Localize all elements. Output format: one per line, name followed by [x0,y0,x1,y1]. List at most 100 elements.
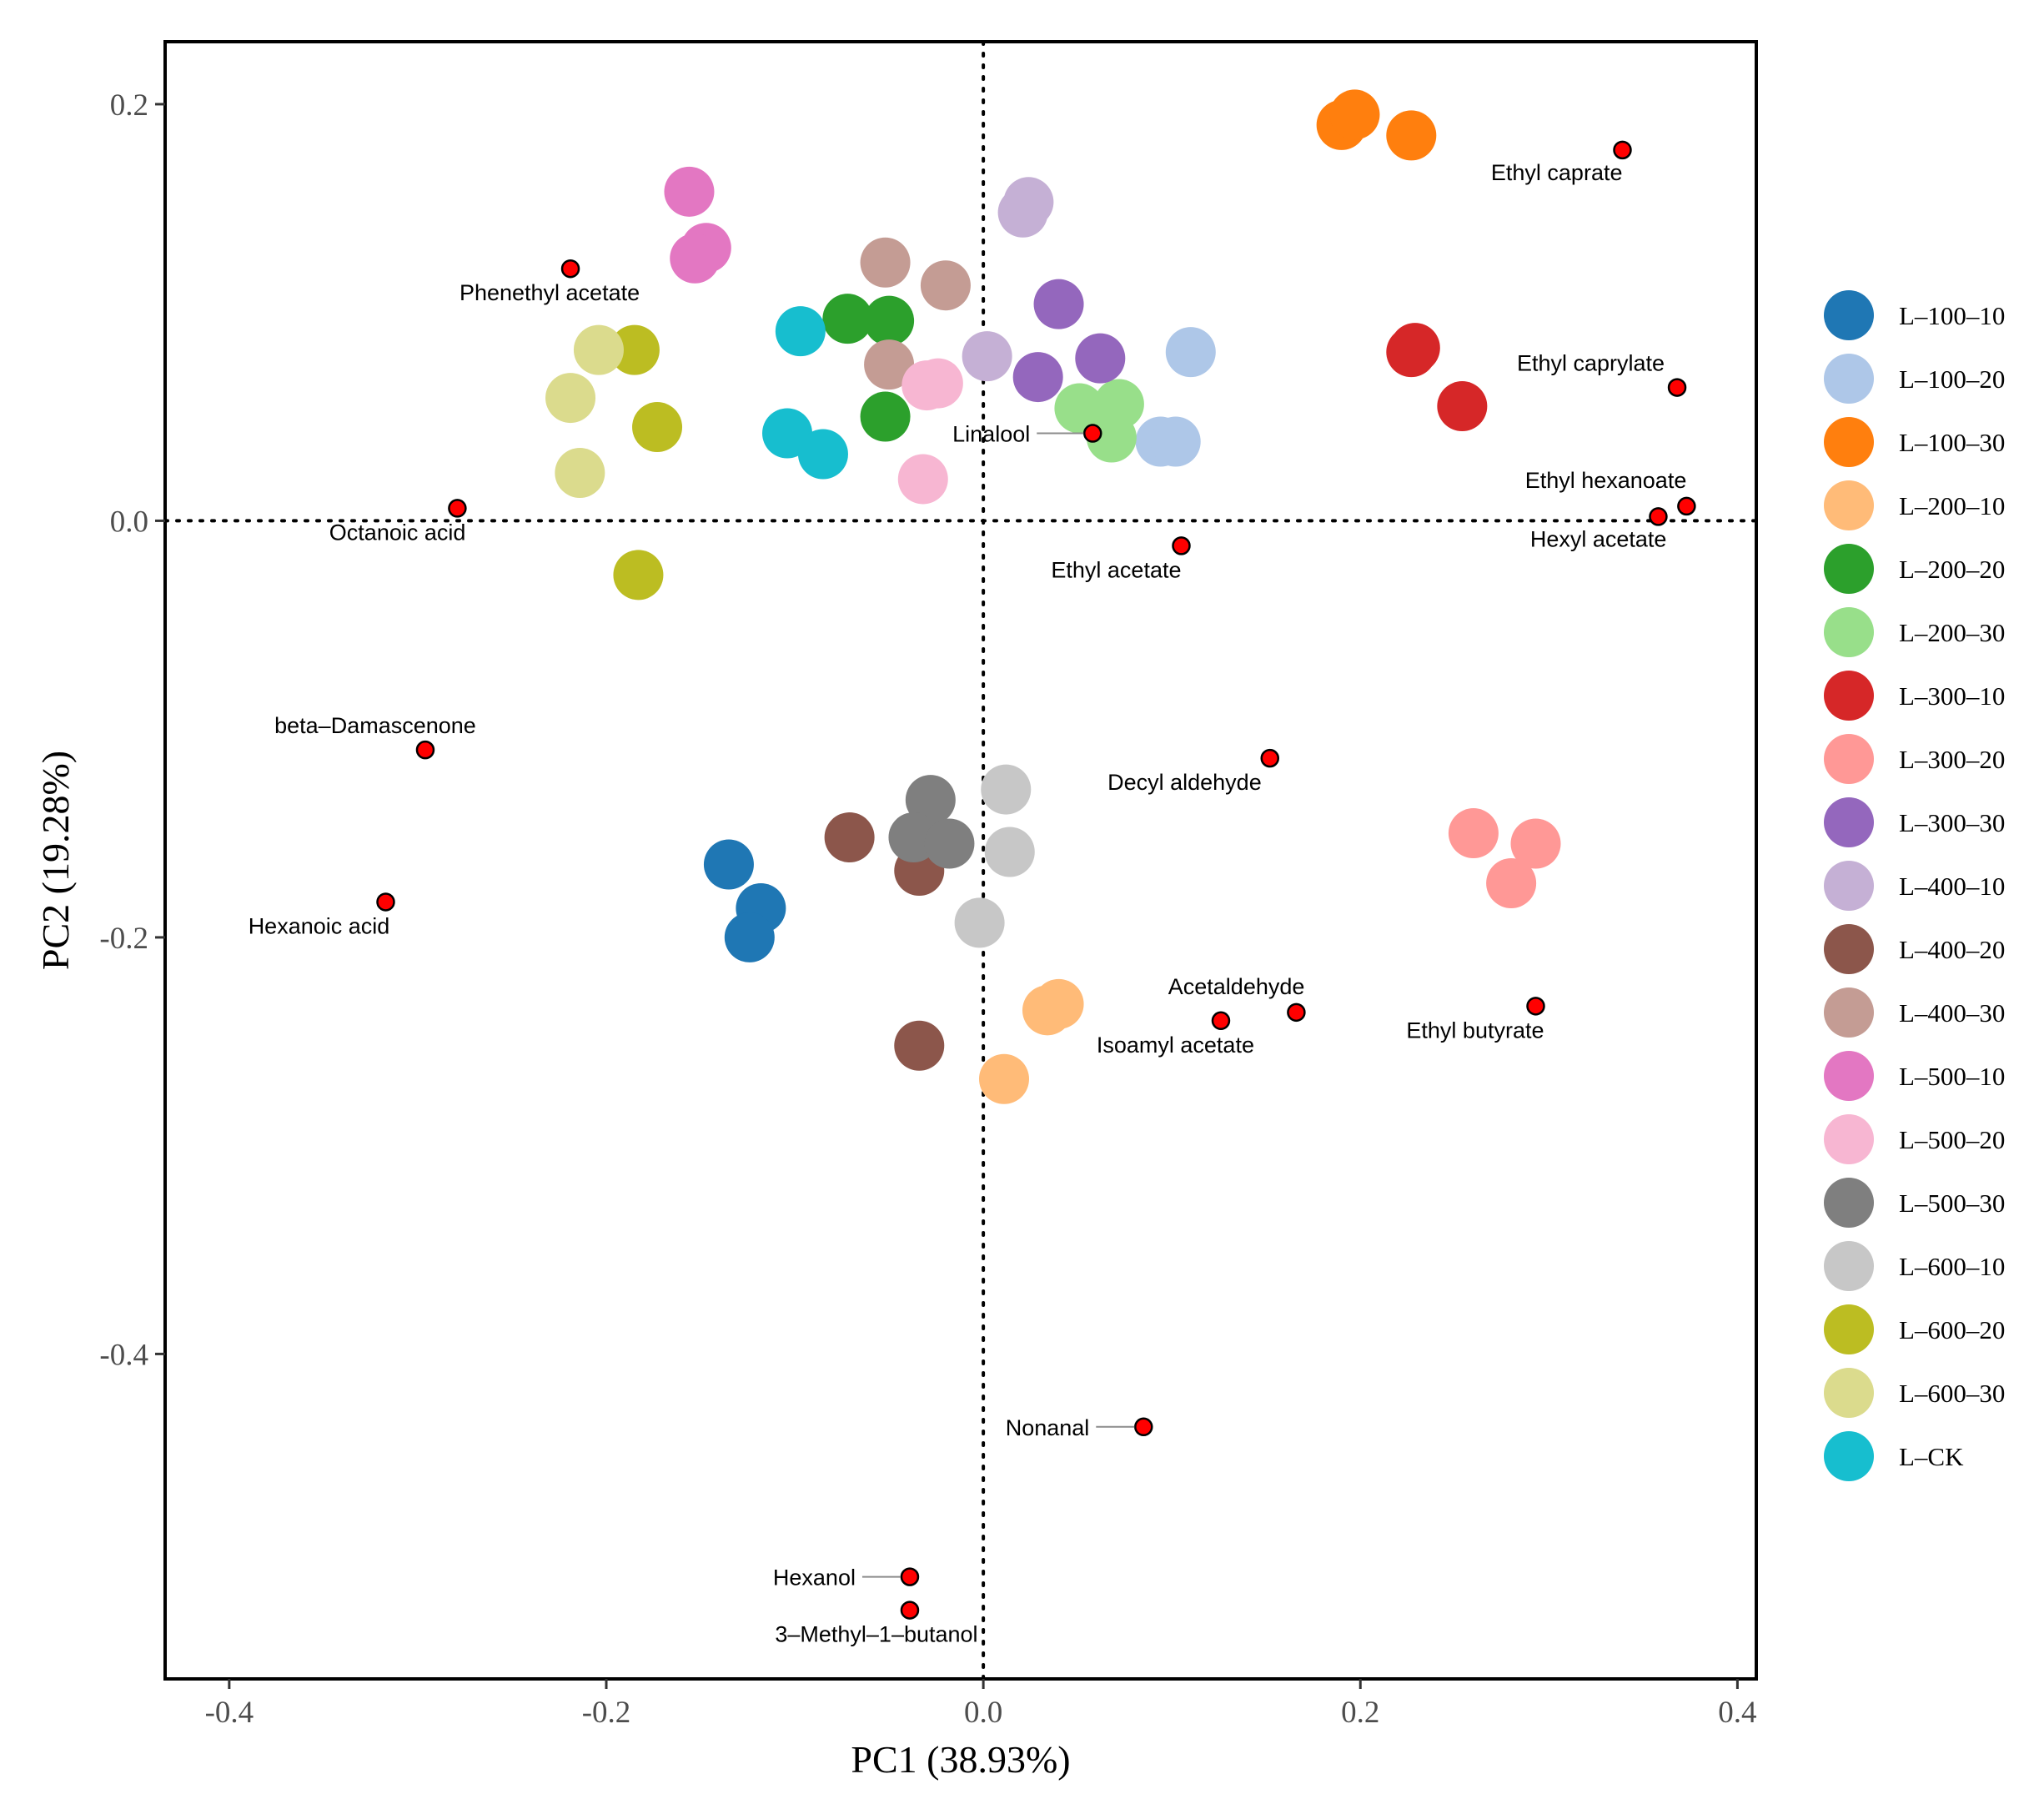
loading-point [900,1567,920,1586]
score-point [703,839,754,890]
loading-point [448,499,467,518]
score-point [824,812,875,863]
loading-point [1211,1011,1231,1031]
legend-swatch [1824,1241,1874,1291]
score-point [905,775,956,826]
loading-label: Phenethyl acetate [460,280,640,305]
score-point [632,402,683,453]
reference-lines [163,40,1758,1681]
score-point [981,764,1032,815]
loading-point [1082,424,1102,443]
legend-swatch [1824,1368,1874,1418]
legend-label: L–600–20 [1899,1315,2005,1344]
legend-label: L–CK [1899,1442,1964,1471]
loading-label: Hexanol [773,1565,856,1590]
legend-swatch [1824,1304,1874,1354]
score-point [545,373,596,424]
x-tick-label: -0.2 [582,1696,631,1730]
score-point [1012,352,1063,403]
legend-swatch [1824,861,1874,911]
legend-label: L–200–30 [1899,618,2005,647]
score-point [1086,412,1137,463]
score-points [545,89,1561,1104]
loading-points: Ethyl caprate Phenethyl acetate Ethyl capr… [249,140,1696,1647]
score-point [1448,808,1499,859]
loading-point [1287,1003,1306,1023]
loading-label: beta–Damascenone [274,713,476,738]
score-point [924,818,975,869]
loading-label: Ethyl acetate [1051,557,1181,582]
score-point [864,339,915,390]
loading-label: Linalool [952,422,1030,447]
legend-swatch [1824,1178,1874,1228]
score-point [978,1053,1029,1104]
score-point [724,912,775,962]
score-point [860,391,911,442]
x-tick-label: -0.4 [205,1696,254,1730]
legend-swatch [1824,797,1874,847]
score-point [864,295,915,346]
score-point [1329,89,1380,140]
score-point [1033,279,1084,329]
loading-point [1613,140,1632,160]
score-point [984,827,1035,877]
legend-label: L–500–10 [1899,1062,2005,1091]
loading-label: Ethyl butyrate [1406,1018,1544,1043]
score-point [664,166,715,217]
legend-swatch [1824,607,1874,657]
legend-swatch [1824,290,1874,340]
score-point [797,429,848,480]
loading-label: Ethyl hexanoate [1525,468,1687,493]
legend-label: L–100–20 [1899,364,2005,394]
legend-label: L–300–30 [1899,808,2005,837]
legend-label: L–200–10 [1899,491,2005,520]
loading-point [376,892,395,912]
x-axis-title: PC1 (38.93%) [851,1738,1070,1781]
score-point [613,550,664,601]
legend-swatch [1824,544,1874,594]
loading-point [415,740,435,760]
x-tick-label: 0.2 [1341,1696,1379,1730]
score-point [670,233,721,284]
legend-swatch [1824,480,1874,530]
y-tick-label: 0.0 [110,505,148,539]
loading-label: Hexanoic acid [249,913,390,938]
loading-label: Ethyl caprylate [1517,351,1665,376]
y-tick-label: -0.4 [99,1338,148,1372]
legend-swatch [1824,1051,1874,1101]
legend-swatch [1824,987,1874,1038]
score-point [1054,383,1105,434]
score-point [997,187,1048,238]
score-point [1486,857,1537,908]
score-point [1075,333,1126,384]
score-point [775,306,826,357]
y-tick-label: -0.2 [99,922,148,956]
legend-swatch [1824,1431,1874,1481]
legend-label: L–500–30 [1899,1188,2005,1218]
score-point [897,454,948,505]
axes: -0.4 -0.2 0.0 0.2 0.4 0.2 0.0 -0.2 -0.4 [99,40,1758,1730]
x-tick-label: 0.4 [1718,1696,1756,1730]
loading-label: Octanoic acid [329,520,466,545]
score-point [822,294,873,344]
legend-swatch [1824,417,1874,467]
loading-label: Isoamyl acetate [1097,1033,1254,1058]
score-point [901,360,952,411]
plot-frame [163,40,1758,1681]
loading-label: Decyl aldehyde [1107,770,1262,795]
score-point [962,331,1012,382]
legend-label: L–600–30 [1899,1379,2005,1408]
score-point [1437,381,1488,432]
loading-label: Acetaldehyde [1168,974,1305,999]
legend-label: L–300–10 [1899,681,2005,711]
loading-label: Ethyl caprate [1491,160,1623,185]
score-point [894,1020,945,1071]
score-point [1386,110,1437,161]
loading-point [1134,1417,1153,1437]
legend-label: L–100–30 [1899,428,2005,457]
loading-point [1667,378,1687,397]
score-point [555,447,605,498]
score-point [573,324,624,375]
legend-label: L–400–20 [1899,935,2005,964]
